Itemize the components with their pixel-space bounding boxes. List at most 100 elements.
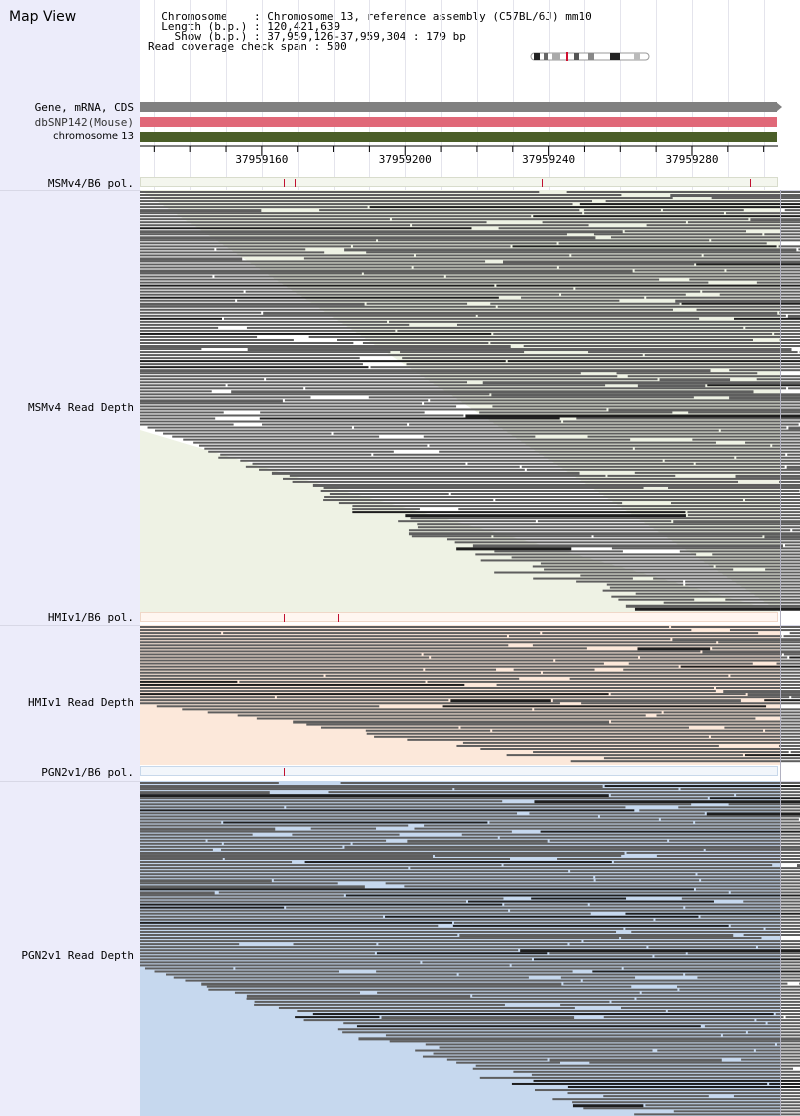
read-segment xyxy=(140,702,560,705)
snp-marker[interactable] xyxy=(284,768,286,776)
read-segment xyxy=(561,293,686,296)
read-segment xyxy=(352,245,511,248)
read-segment xyxy=(592,970,800,973)
read-segment xyxy=(140,851,625,855)
read-segment xyxy=(511,1082,768,1085)
read-segment xyxy=(663,601,800,604)
read-segment xyxy=(385,915,699,918)
read-segment xyxy=(786,465,800,469)
read-segment xyxy=(140,230,623,234)
read-segment xyxy=(140,921,452,924)
read-segment xyxy=(207,839,387,842)
read-segment xyxy=(305,387,787,390)
snp-marker[interactable] xyxy=(338,614,340,622)
read-segment xyxy=(140,882,338,885)
read-segment xyxy=(512,245,777,248)
read-segment xyxy=(616,372,758,375)
read-segment xyxy=(506,754,743,757)
snp-marker[interactable] xyxy=(750,179,752,187)
read-segment xyxy=(736,456,800,459)
read-segment xyxy=(407,839,548,843)
read-segment xyxy=(140,952,375,955)
read-segment xyxy=(557,858,800,860)
read-segment xyxy=(413,266,557,269)
read-segment xyxy=(224,858,511,860)
hmiv1-polymorphism-track[interactable] xyxy=(140,612,778,622)
read-segment xyxy=(656,854,800,857)
read-segment xyxy=(140,821,222,824)
read-segment xyxy=(140,263,695,266)
read-segment xyxy=(140,227,472,230)
read-segment xyxy=(140,815,598,818)
read-segment xyxy=(246,994,471,998)
read-segment xyxy=(405,514,686,518)
read-segment xyxy=(679,550,800,553)
read-segment xyxy=(140,354,643,357)
read-segment xyxy=(685,583,800,586)
read-segment xyxy=(472,544,783,548)
read-segment xyxy=(533,577,633,580)
snp-marker[interactable] xyxy=(284,179,286,187)
read-segment xyxy=(743,934,800,936)
read-segment xyxy=(363,272,800,275)
read-segment xyxy=(140,366,369,369)
read-segment xyxy=(736,794,800,797)
read-segment xyxy=(570,870,800,873)
msmv4-polymorphism-track[interactable] xyxy=(140,177,778,187)
read-segment xyxy=(140,254,414,257)
read-segment xyxy=(730,891,800,894)
read-segment xyxy=(653,577,800,580)
read-segment xyxy=(645,1104,800,1107)
read-segment xyxy=(254,1003,505,1006)
read-segment xyxy=(789,632,800,635)
read-segment xyxy=(634,269,725,272)
read-segment xyxy=(140,696,275,699)
read-segment xyxy=(140,308,673,311)
read-segment xyxy=(286,906,684,909)
read-segment xyxy=(408,529,791,532)
read-segment xyxy=(785,1016,800,1019)
read-segment xyxy=(450,493,800,495)
read-segment xyxy=(271,471,580,475)
snp-marker[interactable] xyxy=(295,179,297,187)
read-segment xyxy=(295,1016,380,1019)
read-segment xyxy=(744,754,800,757)
read-segment xyxy=(140,915,384,918)
read-segment xyxy=(237,299,620,302)
grid-line xyxy=(727,0,729,190)
read-segment xyxy=(706,812,800,816)
read-segment xyxy=(656,714,800,717)
read-segment xyxy=(140,845,343,848)
snp-marker[interactable] xyxy=(542,179,544,187)
read-segment xyxy=(140,626,670,628)
read-segment xyxy=(140,197,673,200)
read-segment xyxy=(183,438,631,441)
read-segment xyxy=(389,1040,800,1043)
gene-track-bar[interactable] xyxy=(140,102,777,112)
read-segment xyxy=(430,399,800,402)
read-segment xyxy=(655,918,800,921)
snp-marker[interactable] xyxy=(284,614,286,622)
read-segment xyxy=(140,191,540,193)
read-segment xyxy=(283,477,800,480)
read-segment xyxy=(458,508,800,511)
dbsnp-track-bar[interactable] xyxy=(140,117,777,127)
read-segment xyxy=(218,891,729,894)
chromosome-track-bar[interactable] xyxy=(140,132,777,142)
read-segment xyxy=(140,390,212,393)
chromosome-ideogram[interactable] xyxy=(530,52,650,61)
read-segment xyxy=(140,278,660,281)
pgn2v1-read-depth-panel[interactable] xyxy=(140,781,800,1116)
read-segment xyxy=(417,526,800,529)
read-segment xyxy=(496,284,800,287)
pgn2v1-polymorphism-track[interactable] xyxy=(140,766,778,776)
hmiv1-read-depth-panel[interactable] xyxy=(140,625,800,765)
read-segment xyxy=(459,934,734,937)
read-segment xyxy=(140,194,622,197)
read-segment xyxy=(276,696,790,699)
msmv4-read-depth-panel[interactable] xyxy=(140,190,800,612)
read-segment xyxy=(140,206,368,209)
read-segment xyxy=(688,411,800,414)
read-segment xyxy=(611,547,800,550)
read-segment xyxy=(247,348,792,352)
